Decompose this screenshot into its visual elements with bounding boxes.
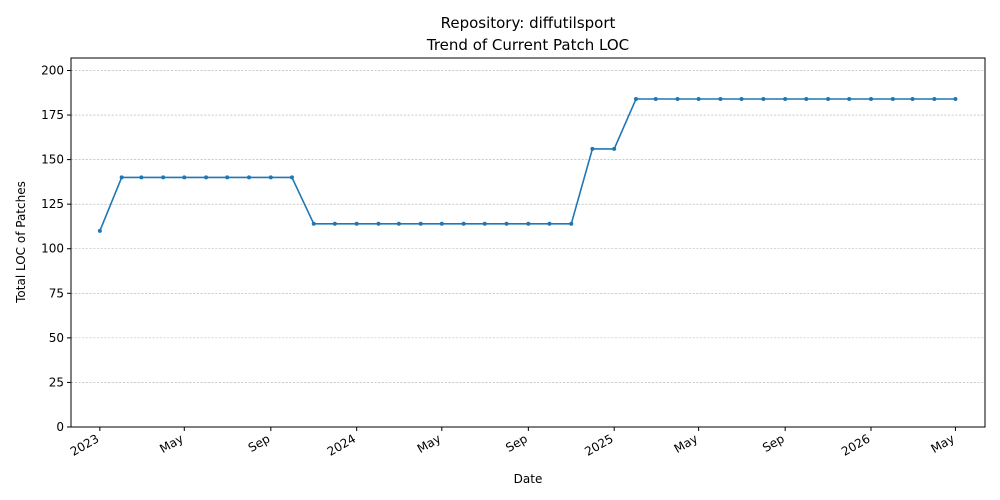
x-tick-label: 2026 — [839, 431, 872, 458]
data-point — [590, 146, 595, 151]
x-tick-label: May — [928, 431, 956, 456]
data-point — [869, 97, 874, 101]
data-point — [504, 221, 509, 226]
x-axis: 2023 May Sep 2024 May Sep 2025 May Sep 2026 May — [68, 427, 957, 459]
y-tick-label: 75 — [49, 286, 64, 300]
plot-frame — [70, 57, 986, 428]
data-point — [783, 97, 788, 101]
data-point — [739, 97, 744, 101]
x-tick-label: 2024 — [325, 431, 358, 458]
data-point — [311, 221, 316, 226]
data-point — [634, 97, 639, 101]
data-point — [247, 175, 252, 180]
y-tick-label: 200 — [41, 63, 64, 77]
y-axis-label: Total LOC of Patches — [14, 181, 28, 304]
x-tick-label: Sep — [246, 431, 273, 454]
x-axis-label: Date — [514, 472, 543, 486]
data-point — [696, 97, 701, 101]
x-tick-label: May — [157, 431, 185, 456]
series-group — [97, 97, 958, 233]
data-point — [910, 97, 915, 101]
data-point — [826, 97, 831, 101]
data-point — [161, 175, 166, 180]
y-tick-label: 0 — [56, 420, 64, 434]
x-tick-label: May — [672, 431, 700, 456]
data-point — [612, 146, 617, 151]
data-point — [804, 97, 809, 101]
data-point — [847, 97, 852, 101]
data-point — [461, 221, 466, 226]
series-line — [99, 98, 956, 232]
data-point — [953, 97, 958, 101]
x-tick-label: 2023 — [68, 431, 101, 458]
grid-lines — [71, 70, 985, 428]
y-tick-label: 25 — [49, 375, 64, 389]
chart-subtitle: Trend of Current Patch LOC — [426, 36, 629, 54]
data-point — [289, 175, 294, 180]
data-point — [97, 228, 102, 233]
x-tick-label: 2025 — [582, 431, 615, 458]
y-tick-label: 50 — [49, 331, 64, 345]
data-point — [439, 221, 444, 226]
data-point — [418, 221, 423, 226]
data-point — [653, 97, 658, 101]
data-point — [119, 175, 124, 180]
data-point — [332, 221, 337, 226]
data-point — [182, 175, 187, 180]
x-tick-label: May — [415, 431, 443, 456]
x-tick-label: Sep — [760, 431, 787, 454]
data-point — [204, 175, 209, 180]
data-point — [482, 221, 487, 226]
data-point — [932, 97, 937, 101]
data-point — [268, 175, 273, 180]
x-tick-label: Sep — [503, 431, 530, 454]
y-tick-label: 175 — [41, 108, 64, 122]
data-point — [526, 221, 531, 226]
data-point — [376, 221, 381, 226]
data-point — [139, 175, 144, 180]
data-point — [354, 221, 359, 226]
y-axis: 0 25 50 75 100 125 150 175 200 — [41, 63, 71, 434]
y-tick-label: 150 — [41, 153, 64, 167]
data-point — [675, 97, 680, 101]
data-point — [547, 221, 552, 226]
data-point — [718, 97, 723, 101]
data-point — [225, 175, 230, 180]
chart-title: Repository: diffutilsport — [441, 14, 616, 32]
y-tick-label: 125 — [41, 197, 64, 211]
data-point — [761, 97, 766, 101]
y-tick-label: 100 — [41, 242, 64, 256]
data-point — [569, 221, 574, 226]
data-point — [890, 97, 895, 101]
data-point — [396, 221, 401, 226]
